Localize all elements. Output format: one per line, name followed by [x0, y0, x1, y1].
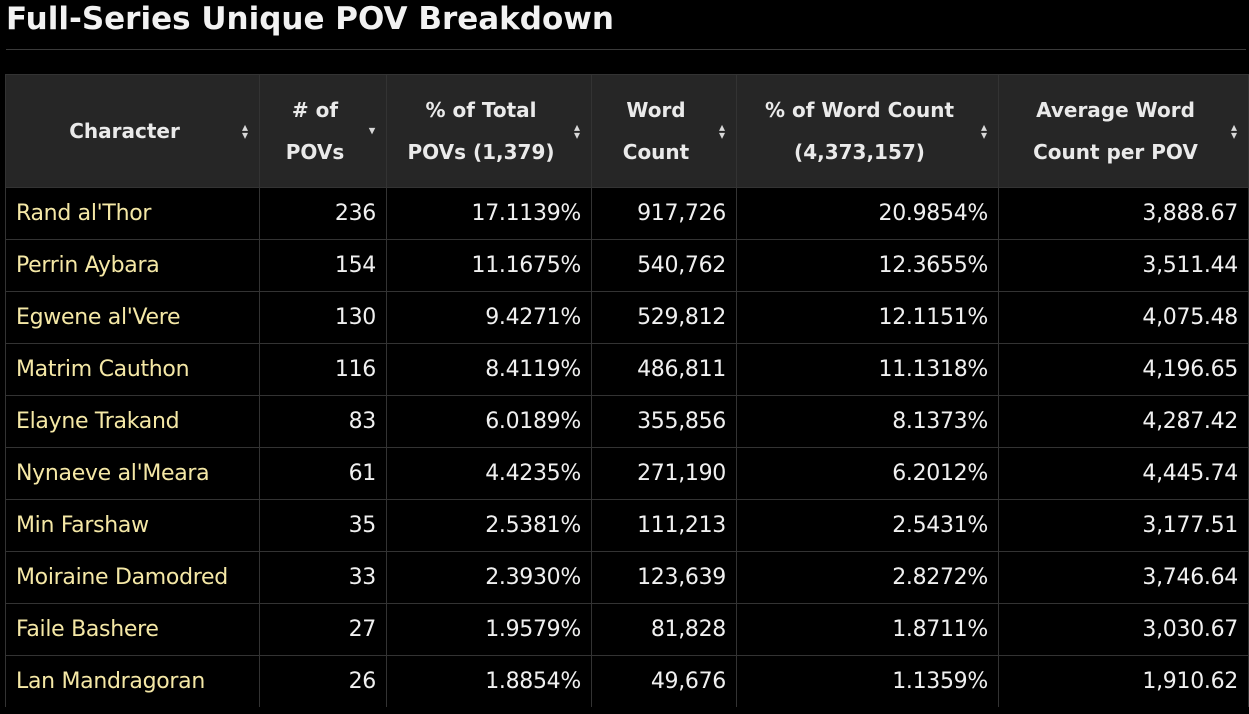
cell-avg-words: 4,445.74 [998, 447, 1249, 500]
cell-povs: 27 [259, 603, 387, 656]
character-name-cell[interactable]: Egwene al'Vere [5, 291, 260, 344]
character-name-cell[interactable]: Nynaeve al'Meara [5, 447, 260, 500]
cell-avg-words: 4,075.48 [998, 291, 1249, 344]
column-header-pct-povs[interactable]: % of Total POVs (1,379) ▴ ▾ [386, 74, 592, 188]
table-row: Nynaeve al'Meara 61 4.4235% 271,190 6.2012% 4… [5, 447, 1249, 500]
cell-pct-povs: 9.4271% [386, 291, 592, 344]
cell-pct-povs: 8.4119% [386, 343, 592, 396]
title-divider [6, 49, 1246, 50]
cell-povs: 154 [259, 239, 387, 292]
character-name-cell[interactable]: Elayne Trakand [5, 395, 260, 448]
cell-pct-words: 20.9854% [736, 187, 999, 240]
cell-pct-povs: 2.5381% [386, 499, 592, 552]
column-header-label: % of Total POVs (1,379) [407, 98, 555, 164]
cell-avg-words: 3,746.64 [998, 551, 1249, 604]
header-row: Character ▴ ▾ # of POVs ▾ % of Total POVs (1,… [5, 74, 1249, 188]
cell-pct-words: 1.1359% [736, 655, 999, 707]
cell-word-count: 540,762 [591, 239, 737, 292]
cell-avg-words: 4,196.65 [998, 343, 1249, 396]
cell-povs: 236 [259, 187, 387, 240]
table-row: Elayne Trakand 83 6.0189% 355,856 8.1373% 4,2… [5, 395, 1249, 448]
cell-pct-words: 12.1151% [736, 291, 999, 344]
column-header-pct-words[interactable]: % of Word Count (4,373,157) ▴ ▾ [736, 74, 999, 188]
table-row: Lan Mandragoran 26 1.8854% 49,676 1.1359% 1,9… [5, 655, 1249, 707]
pov-table: Character ▴ ▾ # of POVs ▾ % of Total POVs (1,… [5, 74, 1249, 707]
cell-avg-words: 3,511.44 [998, 239, 1249, 292]
cell-avg-words: 3,888.67 [998, 187, 1249, 240]
cell-avg-words: 3,177.51 [998, 499, 1249, 552]
cell-word-count: 111,213 [591, 499, 737, 552]
character-name-cell[interactable]: Lan Mandragoran [5, 655, 260, 707]
cell-word-count: 486,811 [591, 343, 737, 396]
table-body: Rand al'Thor 236 17.1139% 917,726 20.9854% 3,… [5, 187, 1249, 707]
sort-icon[interactable]: ▴ ▾ [980, 120, 988, 142]
cell-word-count: 49,676 [591, 655, 737, 707]
cell-povs: 130 [259, 291, 387, 344]
cell-pct-povs: 2.3930% [386, 551, 592, 604]
character-name-cell[interactable]: Moiraine Damodred [5, 551, 260, 604]
character-name-cell[interactable]: Matrim Cauthon [5, 343, 260, 396]
cell-povs: 61 [259, 447, 387, 500]
table-row: Matrim Cauthon 116 8.4119% 486,811 11.1318% 4… [5, 343, 1249, 396]
column-header-label: Word Count [622, 98, 690, 164]
cell-avg-words: 3,030.67 [998, 603, 1249, 656]
table-row: Rand al'Thor 236 17.1139% 917,726 20.9854% 3,… [5, 187, 1249, 240]
table-row: Min Farshaw 35 2.5381% 111,213 2.5431% 3,177.… [5, 499, 1249, 552]
character-name-cell[interactable]: Rand al'Thor [5, 187, 260, 240]
cell-pct-povs: 11.1675% [386, 239, 592, 292]
cell-word-count: 123,639 [591, 551, 737, 604]
column-header-label: Average Word Count per POV [1033, 98, 1198, 164]
cell-pct-povs: 1.9579% [386, 603, 592, 656]
cell-povs: 26 [259, 655, 387, 707]
table-row: Egwene al'Vere 130 9.4271% 529,812 12.1151% 4… [5, 291, 1249, 344]
cell-povs: 83 [259, 395, 387, 448]
sort-descending-icon[interactable]: ▾ [368, 123, 376, 139]
column-header-label: # of POVs [285, 98, 345, 164]
cell-pct-words: 2.5431% [736, 499, 999, 552]
page-title: Full-Series Unique POV Breakdown [6, 1, 614, 37]
column-header-word-count[interactable]: Word Count ▴ ▾ [591, 74, 737, 188]
table-row: Moiraine Damodred 33 2.3930% 123,639 2.8272%… [5, 551, 1249, 604]
cell-pct-words: 11.1318% [736, 343, 999, 396]
cell-pct-words: 6.2012% [736, 447, 999, 500]
cell-povs: 33 [259, 551, 387, 604]
sort-icon[interactable]: ▴ ▾ [1230, 120, 1238, 142]
sort-icon[interactable]: ▴ ▾ [241, 120, 249, 142]
cell-pct-povs: 4.4235% [386, 447, 592, 500]
cell-word-count: 529,812 [591, 291, 737, 344]
cell-word-count: 271,190 [591, 447, 737, 500]
cell-word-count: 355,856 [591, 395, 737, 448]
cell-pct-words: 12.3655% [736, 239, 999, 292]
cell-word-count: 917,726 [591, 187, 737, 240]
column-header-avg-words[interactable]: Average Word Count per POV ▴ ▾ [998, 74, 1249, 188]
cell-pct-words: 8.1373% [736, 395, 999, 448]
character-name-cell[interactable]: Faile Bashere [5, 603, 260, 656]
cell-avg-words: 4,287.42 [998, 395, 1249, 448]
sort-icon[interactable]: ▴ ▾ [718, 120, 726, 142]
cell-pct-words: 2.8272% [736, 551, 999, 604]
cell-pct-words: 1.8711% [736, 603, 999, 656]
cell-povs: 35 [259, 499, 387, 552]
cell-avg-words: 1,910.62 [998, 655, 1249, 707]
column-header-label: % of Word Count (4,373,157) [764, 98, 955, 164]
cell-pct-povs: 6.0189% [386, 395, 592, 448]
table-header: Character ▴ ▾ # of POVs ▾ % of Total POVs (1,… [5, 74, 1249, 188]
column-header-povs[interactable]: # of POVs ▾ [259, 74, 387, 188]
cell-word-count: 81,828 [591, 603, 737, 656]
column-header-character[interactable]: Character ▴ ▾ [5, 74, 260, 188]
cell-pct-povs: 1.8854% [386, 655, 592, 707]
character-name-cell[interactable]: Min Farshaw [5, 499, 260, 552]
table-row: Perrin Aybara 154 11.1675% 540,762 12.3655% 3… [5, 239, 1249, 292]
cell-pct-povs: 17.1139% [386, 187, 592, 240]
sort-icon[interactable]: ▴ ▾ [573, 120, 581, 142]
cell-povs: 116 [259, 343, 387, 396]
character-name-cell[interactable]: Perrin Aybara [5, 239, 260, 292]
column-header-label: Character [69, 119, 180, 143]
table-row: Faile Bashere 27 1.9579% 81,828 1.8711% 3,030… [5, 603, 1249, 656]
